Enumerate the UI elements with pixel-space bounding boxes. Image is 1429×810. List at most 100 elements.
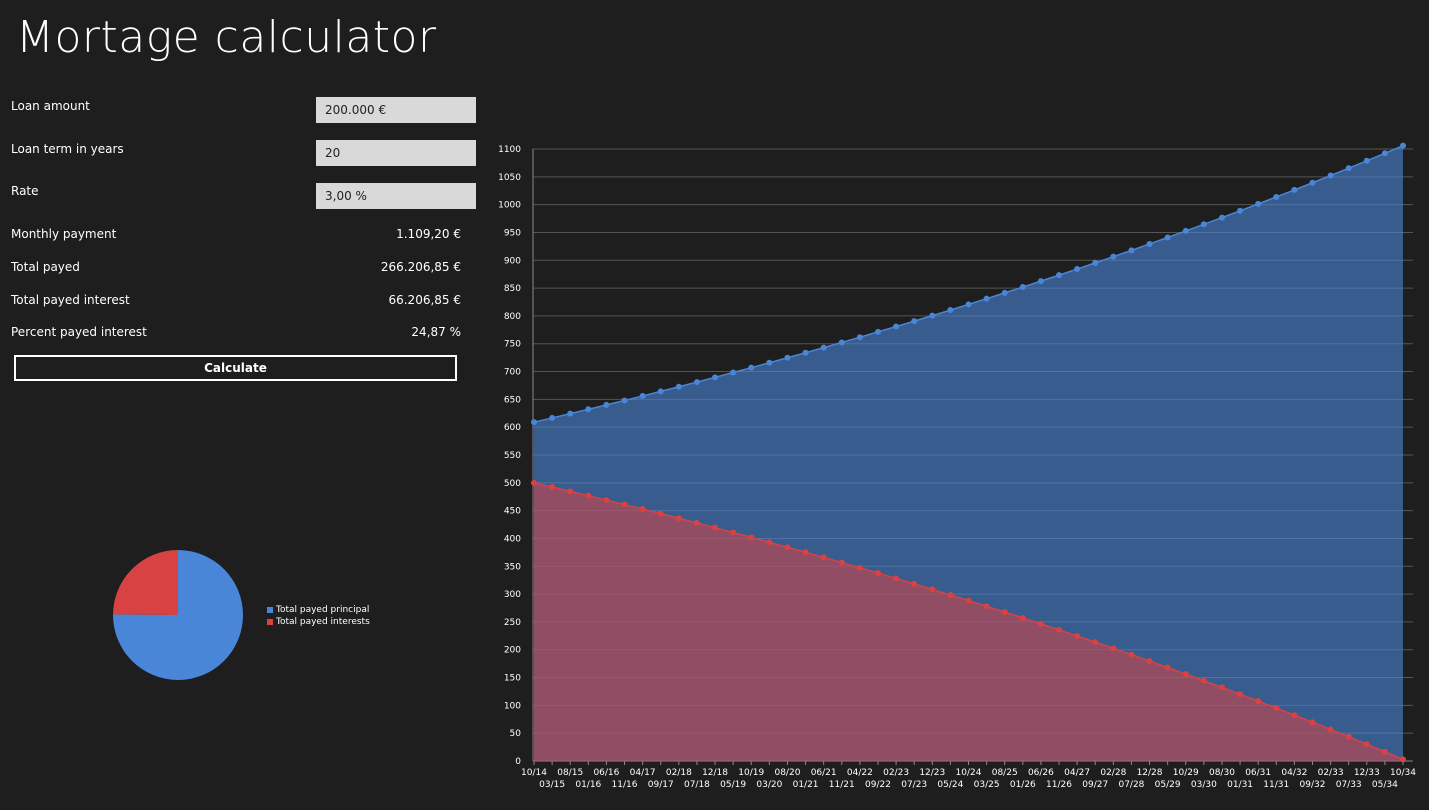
data-point-interest [983,603,990,610]
data-point-principal [838,339,845,346]
area-series-interest [534,482,1403,761]
total-payed-label: Total payed [11,260,80,274]
y-tick-label: 50 [510,729,522,739]
x-tick-label: 09/22 [865,780,891,790]
pie-slice-principal [113,550,243,680]
data-point-interest [1019,614,1026,621]
y-tick-label: 500 [504,479,521,489]
x-tick-label: 12/18 [702,768,728,778]
data-point-interest [531,479,537,486]
y-tick-label: 900 [504,256,521,266]
data-point-interest [1200,677,1207,684]
x-tick-label: 12/23 [919,768,945,778]
data-point-principal [1291,186,1298,193]
y-tick-label: 200 [504,646,521,656]
data-point-interest [730,529,737,536]
x-tick-label: 03/20 [756,780,782,790]
data-point-interest [1001,609,1008,616]
data-point-principal [1182,227,1189,234]
y-tick-label: 0 [515,757,521,767]
y-tick-label: 150 [504,674,521,684]
x-tick-label: 09/32 [1300,780,1326,790]
x-tick-label: 07/18 [684,780,710,790]
legend-item-interest: Total payed interests [267,616,370,628]
x-tick-label: 07/23 [901,780,927,790]
data-point-principal [1309,179,1316,186]
x-tick-label: 01/26 [1010,780,1036,790]
x-tick-label: 11/21 [829,780,855,790]
data-point-interest [766,539,773,546]
data-point-interest [712,524,719,531]
x-tick-label: 08/15 [557,768,583,778]
x-tick-label: 05/29 [1155,780,1181,790]
y-tick-label: 650 [504,395,521,405]
area-chart: 0 50 100 150 200 250 300 350 400 450 500 550 600 650 7… [498,142,1416,790]
y-tick-label: 1000 [498,201,521,211]
data-point-principal [1345,165,1352,172]
data-point-interest [1400,756,1406,763]
x-tick-label: 09/27 [1082,780,1108,790]
x-tick-label: 07/33 [1336,780,1362,790]
data-point-interest [748,534,755,541]
data-point-principal [585,406,592,413]
percent-interest-label: Percent payed interest [11,325,147,339]
pie-legend: Total payed principal Total payed intere… [267,604,370,628]
x-tick-label: 10/19 [738,768,764,778]
data-point-interest [911,580,918,587]
data-point-interest [585,492,592,499]
x-tick-label: 03/15 [539,780,565,790]
x-tick-label: 02/23 [883,768,909,778]
loan-term-label: Loan term in years [11,142,124,156]
rate-input[interactable] [316,183,476,209]
x-tick-label: 11/16 [612,780,638,790]
data-point-principal [1092,259,1099,266]
y-tick-label: 600 [504,423,521,433]
data-point-principal [1273,193,1280,200]
monthly-payment-label: Monthly payment [11,227,117,241]
data-point-interest [1146,658,1153,665]
x-tick-label: 04/32 [1281,768,1307,778]
x-tick-label: 12/28 [1137,768,1163,778]
page-title: Mortage calculator [16,12,437,63]
x-tick-label: 12/33 [1354,768,1380,778]
x-tick-label: 01/31 [1227,780,1253,790]
data-point-interest [1110,645,1117,652]
data-point-interest [1309,719,1316,726]
data-point-principal [1110,253,1117,260]
data-point-principal [1381,150,1388,157]
calculate-button[interactable]: Calculate [14,355,457,381]
data-point-principal [911,318,918,325]
x-tick-label: 10/29 [1173,768,1199,778]
data-point-principal [1400,142,1406,149]
data-point-principal [748,364,755,371]
x-tick-label: 10/14 [521,768,547,778]
x-tick-label: 02/18 [666,768,692,778]
data-point-principal [1237,207,1244,214]
data-point-interest [1255,698,1262,705]
data-point-principal [567,410,574,417]
data-point-principal [820,344,827,351]
loan-amount-input[interactable] [316,97,476,123]
data-point-interest [1128,651,1135,658]
data-point-interest [657,510,664,517]
data-point-principal [856,334,863,341]
data-point-interest [820,554,827,561]
x-tick-label: 10/34 [1390,768,1416,778]
pie-chart [113,550,243,680]
total-interest-value: 66.206,85 € [388,293,461,307]
data-point-principal [1001,289,1008,296]
x-tick-label: 11/31 [1263,780,1289,790]
y-tick-label: 300 [504,590,521,600]
x-tick-label: 03/25 [974,780,1000,790]
y-tick-label: 250 [504,618,521,628]
loan-term-input[interactable] [316,140,476,166]
data-point-interest [1237,691,1244,698]
data-point-interest [838,559,845,566]
x-tick-label: 04/27 [1064,768,1090,778]
data-point-principal [657,388,664,395]
data-point-interest [947,591,954,598]
data-point-interest [802,549,809,556]
data-point-interest [675,515,682,522]
data-point-principal [730,369,737,376]
y-tick-label: 950 [504,228,521,238]
